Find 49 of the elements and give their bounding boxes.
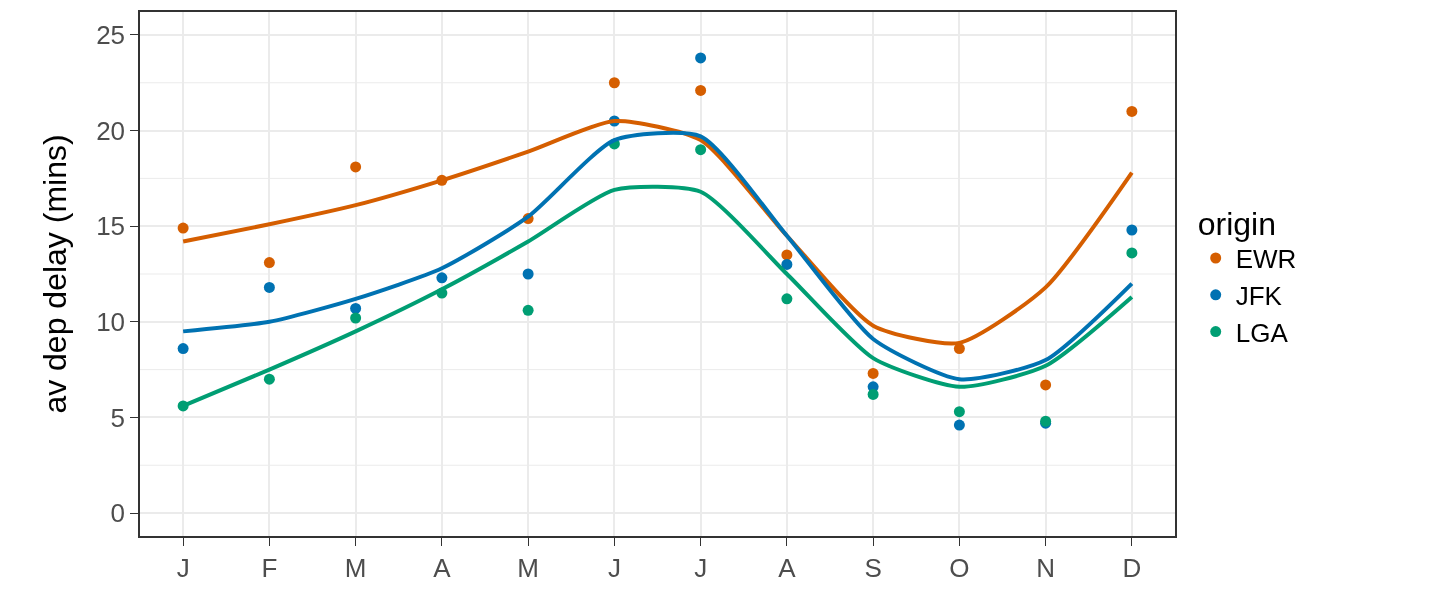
- y-axis-title: av dep delay (mins): [36, 134, 73, 414]
- point: [522, 304, 534, 316]
- point: [1126, 224, 1138, 236]
- legend-label: EWR: [1235, 244, 1297, 275]
- legend-label: JFK: [1235, 280, 1283, 311]
- point: [1040, 379, 1052, 391]
- y-tick-label: 15: [96, 211, 126, 242]
- x-tick-label: S: [864, 552, 882, 583]
- point: [1126, 247, 1138, 259]
- y-tick-label: 10: [96, 306, 126, 337]
- x-tick-label: A: [778, 552, 797, 583]
- point: [695, 52, 707, 64]
- x-tick-label: M: [517, 552, 539, 583]
- point: [263, 281, 275, 293]
- point: [867, 388, 879, 400]
- point: [695, 144, 707, 156]
- x-tick-label: O: [949, 552, 970, 583]
- point: [695, 84, 707, 96]
- x-tick-label: N: [1036, 552, 1056, 583]
- point: [263, 257, 275, 269]
- point: [522, 268, 534, 280]
- y-tick-label: 5: [110, 402, 126, 433]
- point: [350, 161, 362, 173]
- y-tick-label: 0: [110, 498, 126, 529]
- point: [350, 302, 362, 314]
- x-tick-label: A: [433, 552, 452, 583]
- point: [953, 419, 965, 431]
- point: [781, 249, 793, 261]
- y-tick-label: 20: [96, 115, 126, 146]
- legend-label: LGA: [1235, 317, 1289, 348]
- point: [177, 222, 189, 234]
- point: [350, 312, 362, 324]
- point: [953, 406, 965, 418]
- x-tick-label: D: [1122, 552, 1142, 583]
- point: [436, 272, 448, 284]
- point: [781, 293, 793, 305]
- point: [263, 373, 275, 385]
- legend-title: origin: [1197, 205, 1276, 242]
- x-tick-label: M: [344, 552, 367, 583]
- x-tick-label: J: [176, 552, 190, 583]
- x-tick-label: J: [694, 552, 708, 583]
- point: [781, 258, 793, 270]
- point: [1126, 105, 1138, 117]
- point: [867, 367, 879, 379]
- x-tick-label: F: [261, 552, 278, 583]
- point: [608, 77, 620, 89]
- y-tick-label: 25: [96, 20, 126, 51]
- point: [177, 343, 189, 355]
- x-tick-label: J: [607, 552, 621, 583]
